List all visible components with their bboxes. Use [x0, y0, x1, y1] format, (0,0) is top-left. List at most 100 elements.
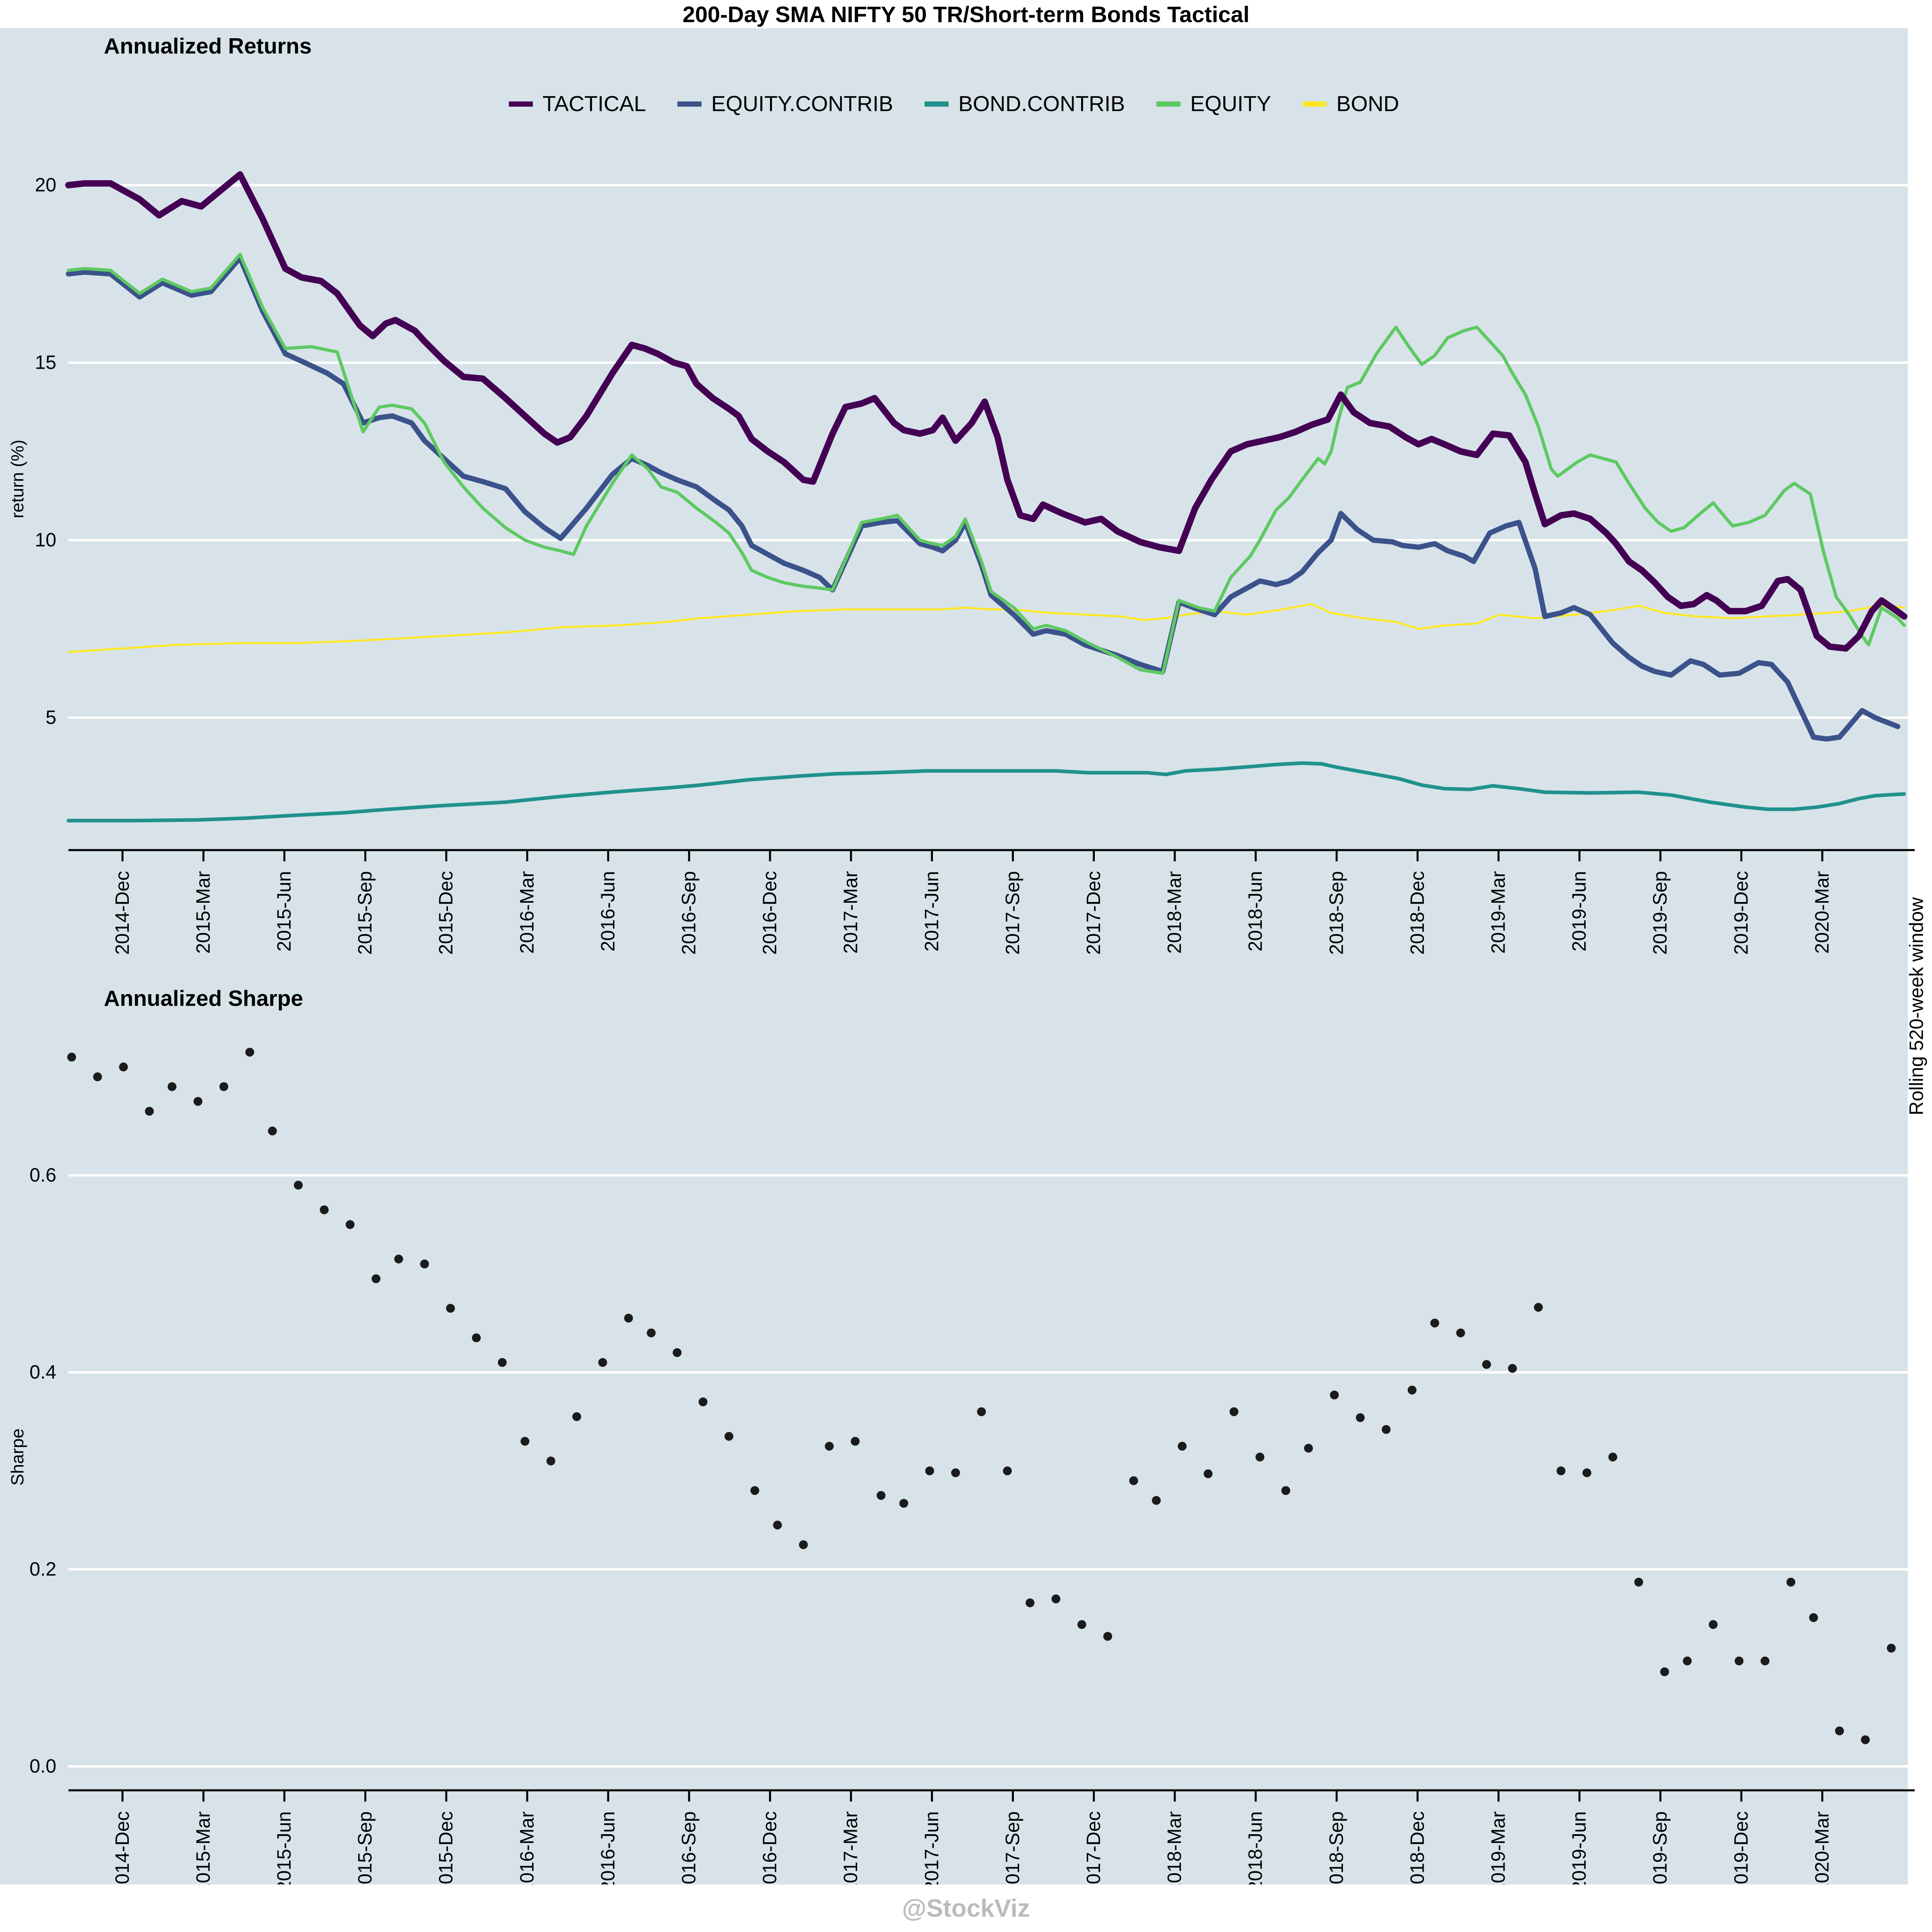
sharpe-dot [446, 1304, 455, 1313]
sharpe-dot [1304, 1444, 1313, 1453]
legend-label: BOND.CONTRIB [958, 92, 1125, 116]
sharpe-dot [572, 1412, 581, 1421]
sharpe-dot [646, 1328, 656, 1338]
sharpe-dot [1103, 1632, 1113, 1641]
x-tick-label: 2014-Dec [112, 1811, 133, 1895]
x-tick-label: 2015-Jun [274, 1811, 295, 1892]
sharpe-dot [93, 1072, 102, 1082]
sharpe-dot [1003, 1466, 1012, 1476]
sharpe-dot [1786, 1577, 1796, 1587]
series-line-tactical [65, 171, 1907, 652]
sharpe-dot [167, 1082, 177, 1091]
legend-swatch-icon [677, 101, 702, 107]
x-tick-label: 2017-Dec [1083, 1811, 1104, 1895]
sharpe-dot [825, 1442, 834, 1451]
x-tick-label: 2017-Sep [1002, 871, 1024, 955]
sharpe-dot [1077, 1620, 1086, 1629]
sharpe-dot [497, 1358, 507, 1367]
x-tick-label: 2016-Jun [597, 871, 619, 952]
x-tick-label: 2017-Sep [1002, 1811, 1024, 1895]
x-tick-label: 2019-Mar [1488, 1811, 1509, 1894]
sharpe-dot [773, 1520, 782, 1530]
sharpe-dot [598, 1358, 607, 1367]
sharpe-dot [1129, 1476, 1138, 1485]
credit-watermark: @StockViz [902, 1894, 1030, 1922]
sharpe-dot [219, 1082, 229, 1091]
x-tick-label: 2017-Jun [921, 871, 943, 952]
y-tick-label: 10 [35, 530, 56, 551]
x-tick-label: 2015-Sep [355, 1811, 376, 1895]
sharpe-dot [1683, 1656, 1692, 1666]
returns-panel-title: Annualized Returns [104, 33, 312, 58]
sharpe-dot [1809, 1613, 1818, 1622]
sharpe-dot [145, 1106, 154, 1116]
x-tick-label: 2020-Mar [1812, 1811, 1833, 1894]
sharpe-dot [673, 1348, 682, 1357]
sharpe-dot [698, 1397, 708, 1406]
legend-label: TACTICAL [542, 92, 646, 116]
series-line-bond [67, 603, 1905, 653]
sharpe-dot [1734, 1656, 1744, 1666]
sharpe-dot [320, 1205, 329, 1214]
chart-background [0, 28, 1908, 1885]
series-line-bond-contrib [66, 761, 1906, 823]
sharpe-dot [799, 1540, 808, 1549]
sharpe-dot [420, 1259, 429, 1269]
y-tick-label: 0.6 [29, 1165, 56, 1186]
x-tick-label: 2018-Dec [1407, 1811, 1428, 1895]
sharpe-dot [472, 1333, 481, 1342]
sharpe-dot [1356, 1413, 1365, 1422]
sharpe-dot [977, 1407, 986, 1416]
sharpe-dot [1608, 1453, 1617, 1461]
legend-item-equity-contrib: EQUITY.CONTRIB [677, 91, 893, 116]
x-tick-label: 2018-Jun [1245, 871, 1266, 952]
x-tick-label: 2017-Mar [840, 871, 862, 954]
x-tick-label: 2019-Mar [1488, 871, 1509, 954]
x-tick-label: 2019-Sep [1650, 871, 1671, 955]
sharpe-dot [1634, 1577, 1643, 1587]
rolling-window-label: Rolling 520-week window [1906, 897, 1928, 1115]
sharpe-dot [1508, 1364, 1517, 1373]
x-tick-label: 2016-Mar [516, 1811, 538, 1894]
series-line-equity-contrib [66, 255, 1901, 742]
sharpe-dot [546, 1456, 555, 1466]
sharpe-dot [850, 1437, 860, 1446]
x-tick-label: 2014-Dec [112, 871, 133, 955]
x-tick-label: 2018-Sep [1326, 1811, 1347, 1895]
sharpe-dot [345, 1220, 355, 1229]
y-tick-label: 0.0 [29, 1756, 56, 1777]
sharpe-dot [899, 1499, 908, 1508]
x-tick-label: 2016-Sep [679, 1811, 700, 1895]
legend-swatch-icon [1156, 101, 1181, 107]
x-tick-label: 2016-Jun [597, 1811, 619, 1892]
x-tick-label: 2016-Mar [516, 871, 538, 954]
sharpe-dot [245, 1048, 254, 1057]
sharpe-dot [1229, 1407, 1238, 1416]
legend-item-bond: BOND [1302, 91, 1399, 116]
sharpe-dot [1761, 1656, 1770, 1666]
x-tick-label: 2017-Mar [840, 1811, 862, 1894]
x-tick-label: 2019-Jun [1569, 1811, 1590, 1892]
x-tick-label: 2015-Jun [274, 871, 295, 952]
sharpe-dot [724, 1432, 733, 1441]
sharpe-dot [1835, 1726, 1844, 1736]
sharpe-dot [1255, 1453, 1265, 1461]
sharpe-dot [951, 1468, 960, 1478]
legend-label: EQUITY.CONTRIB [711, 92, 894, 116]
sharpe-panel-title: Annualized Sharpe [104, 986, 303, 1011]
y-tick-label: 15 [35, 352, 56, 374]
sharpe-dot [1330, 1390, 1339, 1399]
sharpe-dot [1456, 1328, 1465, 1338]
sharpe-dot [520, 1437, 530, 1446]
sharpe-dot [193, 1097, 202, 1106]
sharpe-dot [1381, 1425, 1391, 1434]
x-tick-label: 2018-Mar [1164, 871, 1185, 954]
legend-item-bond-contrib: BOND.CONTRIB [925, 91, 1125, 116]
sharpe-dot [877, 1491, 886, 1500]
legend-swatch-icon [508, 101, 533, 107]
sharpe-dot [1152, 1496, 1161, 1505]
sharpe-dot [1556, 1466, 1566, 1476]
y-axis-label: Sharpe [8, 1428, 27, 1486]
x-tick-label: 2018-Jun [1245, 1811, 1266, 1892]
